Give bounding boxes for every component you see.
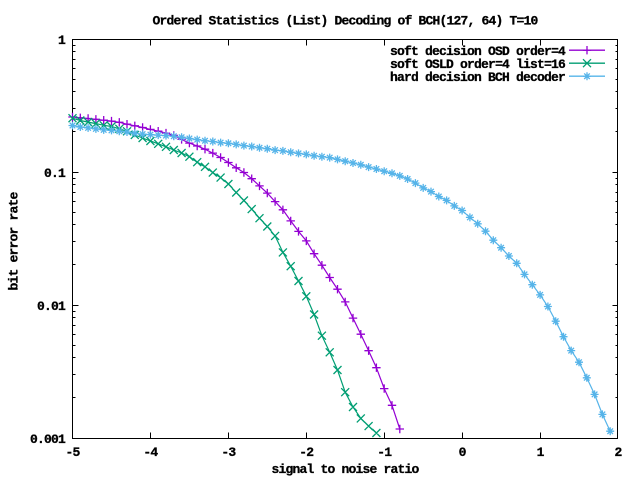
svg-text:0.1: 0.1 (44, 166, 66, 181)
svg-text:soft decision OSD order=4: soft decision OSD order=4 (390, 44, 566, 59)
svg-text:2: 2 (614, 445, 622, 460)
svg-text:hard decision BCH decoder: hard decision BCH decoder (390, 70, 565, 85)
svg-text:0: 0 (459, 445, 467, 460)
svg-text:-2: -2 (299, 445, 314, 460)
svg-text:-3: -3 (221, 445, 236, 460)
svg-text:-4: -4 (143, 445, 158, 460)
svg-text:0.001: 0.001 (30, 432, 66, 447)
svg-text:1: 1 (537, 445, 545, 460)
svg-text:-1: -1 (377, 445, 392, 460)
svg-text:Ordered Statistics (List) Deco: Ordered Statistics (List) Decoding of BC… (152, 14, 538, 29)
svg-text:bit error rate: bit error rate (7, 191, 22, 290)
svg-text:0.01: 0.01 (37, 299, 66, 314)
svg-text:soft OSLD order=4 list=16: soft OSLD order=4 list=16 (390, 57, 566, 72)
svg-text:-5: -5 (65, 445, 80, 460)
svg-text:1: 1 (58, 33, 66, 48)
svg-text:signal to noise ratio: signal to noise ratio (271, 462, 419, 477)
